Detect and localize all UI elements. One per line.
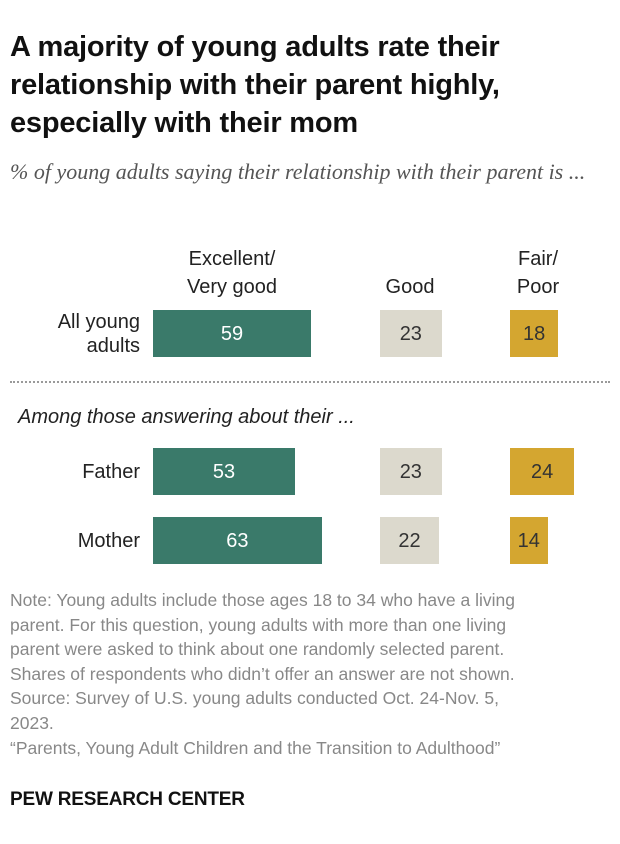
bar-value-label: 23	[399, 460, 422, 483]
column-header: Excellent/Very good	[152, 245, 312, 301]
bar	[510, 448, 575, 495]
bar-value-label: 18	[522, 322, 546, 345]
row-label: All young adults	[10, 310, 140, 358]
note-line: Note: Young adults include those ages 18…	[10, 590, 515, 610]
column-header-line: Fair/	[518, 248, 558, 270]
bar-value-label: 14	[517, 529, 540, 552]
row-label: Father	[10, 460, 140, 484]
column-header: Fair/Poor	[458, 245, 618, 301]
bar	[380, 310, 442, 357]
source-logo-text: PEW RESEARCH CENTER	[10, 789, 245, 810]
chart-notes: Note: Young adults include those ages 18…	[10, 588, 610, 760]
report-title-line: “Parents, Young Adult Children and the T…	[10, 737, 501, 758]
source-line: Source: Survey of U.S. young adults cond…	[10, 688, 499, 709]
row-label-line: adults	[86, 334, 140, 357]
chart-title: A majority of young adults rate their re…	[10, 31, 500, 139]
bar-value-label: 59	[220, 322, 244, 345]
column-header-line: Very good	[186, 276, 278, 298]
bar-value-label: 63	[226, 529, 249, 552]
column-header-line: Excellent/	[188, 248, 276, 270]
bar-value-label: 24	[531, 460, 554, 483]
row-label-line: Mother	[77, 529, 140, 552]
column-header: Good	[330, 273, 490, 301]
bar	[380, 448, 442, 495]
note-line: Shares of respondents who didn’t offer a…	[10, 663, 515, 684]
bar-value-label: 22	[398, 529, 421, 552]
row-label: Mother	[10, 529, 140, 553]
bar	[510, 517, 548, 564]
bar	[153, 517, 322, 564]
note-line: parent. For this question, young adults …	[10, 614, 507, 635]
bar	[380, 517, 439, 564]
bar	[153, 448, 296, 495]
bar-value-label: 23	[399, 322, 422, 345]
bar	[510, 310, 559, 357]
row-label-line: Father	[82, 460, 140, 483]
section-label: Among those answering about their ...	[18, 406, 355, 428]
chart-subtitle: % of young adults saying their relations…	[10, 159, 586, 184]
bar-value-label: 53	[212, 460, 236, 483]
row-label-line: All young	[57, 310, 140, 333]
column-header-line: Good	[385, 276, 435, 298]
source-line: 2023.	[10, 712, 54, 733]
section-divider	[10, 381, 610, 383]
bar	[153, 310, 312, 357]
column-header-line: Poor	[516, 276, 560, 298]
note-line: parent were asked to think about one ran…	[10, 639, 505, 660]
